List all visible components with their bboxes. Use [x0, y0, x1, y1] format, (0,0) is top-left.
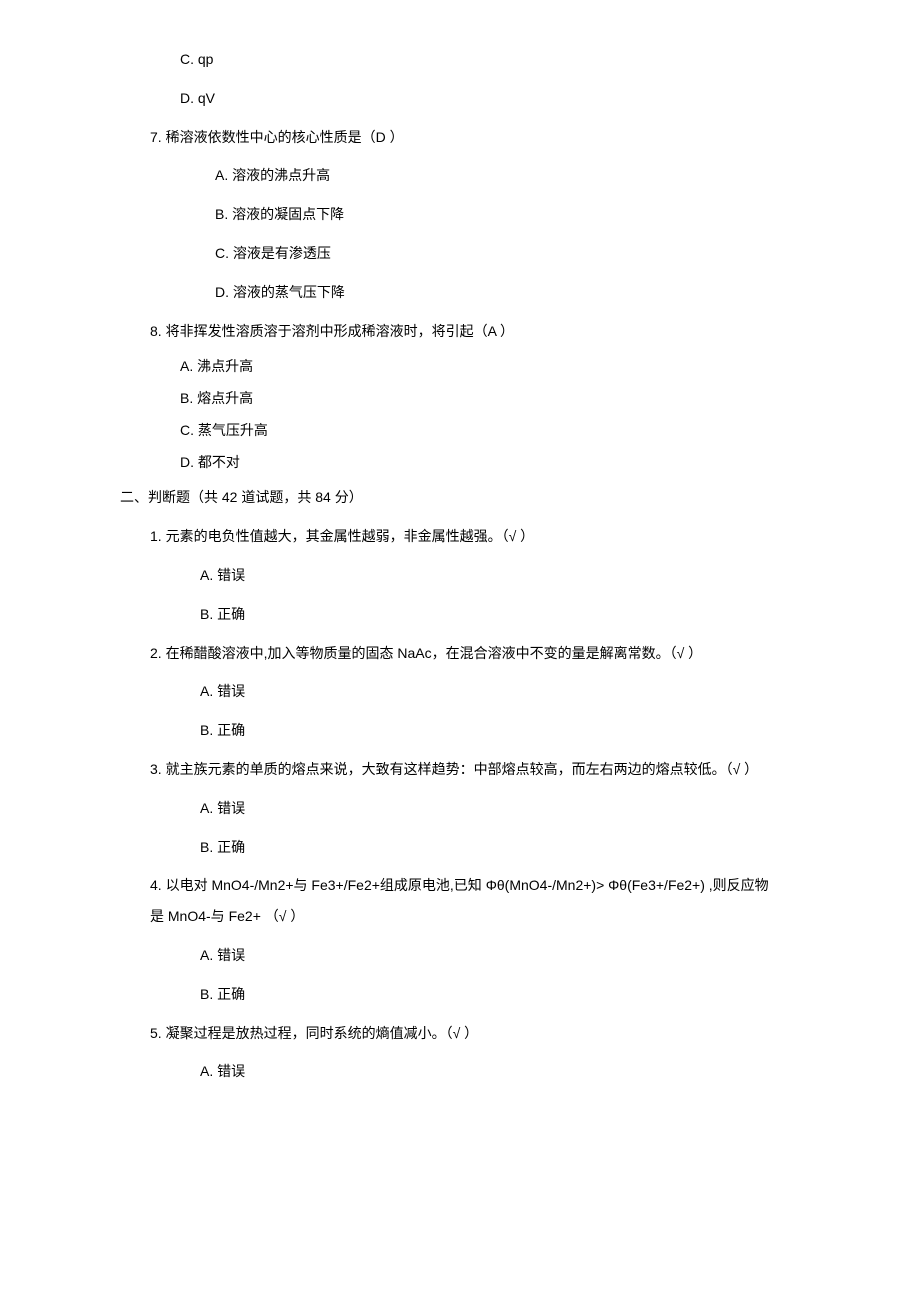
q7-option-c: C. 溶液是有渗透压 — [215, 234, 920, 273]
tf4-option-b: B. 正确 — [200, 975, 920, 1014]
q8-option-d: D. 都不对 — [180, 446, 920, 478]
tf1-stem: 1. 元素的电负性值越大，其金属性越弱，非金属性越强。（√ ） — [150, 517, 780, 556]
tf2-stem: 2. 在稀醋酸溶液中,加入等物质量的固态 NaAc，在混合溶液中不变的量是解离常… — [150, 634, 780, 673]
q8-option-a: A. 沸点升高 — [180, 350, 920, 382]
tf3-option-a: A. 错误 — [200, 789, 920, 828]
q7-stem: 7. 稀溶液依数性中心的核心性质是（D ） — [150, 118, 920, 157]
tf2-option-a: A. 错误 — [200, 672, 920, 711]
tf1-option-a: A. 错误 — [200, 556, 920, 595]
tf5-option-a: A. 错误 — [200, 1052, 920, 1091]
q6-option-d: D. qV — [180, 79, 920, 118]
tf2-option-b: B. 正确 — [200, 711, 920, 750]
document-page: C. qp D. qV 7. 稀溶液依数性中心的核心性质是（D ） A. 溶液的… — [0, 40, 920, 1091]
q7-option-a: A. 溶液的沸点升高 — [215, 156, 920, 195]
tf3-option-b: B. 正确 — [200, 828, 920, 867]
tf4-stem: 4. 以电对 MnO4-/Mn2+与 Fe3+/Fe2+组成原电池,已知 Φθ(… — [150, 866, 780, 936]
tf3-stem: 3. 就主族元素的单质的熔点来说，大致有这样趋势：中部熔点较高，而左右两边的熔点… — [150, 750, 780, 789]
q7-option-b: B. 溶液的凝固点下降 — [215, 195, 920, 234]
q8-stem: 8. 将非挥发性溶质溶于溶剂中形成稀溶液时，将引起（A ） — [150, 312, 920, 351]
tf5-stem: 5. 凝聚过程是放热过程，同时系统的熵值减小。（√ ） — [150, 1014, 780, 1053]
section-2-header: 二、判断题（共 42 道试题，共 84 分） — [120, 478, 920, 517]
q6-option-c: C. qp — [180, 40, 920, 79]
tf1-option-b: B. 正确 — [200, 595, 920, 634]
q8-option-b: B. 熔点升高 — [180, 382, 920, 414]
q7-option-d: D. 溶液的蒸气压下降 — [215, 273, 920, 312]
tf4-option-a: A. 错误 — [200, 936, 920, 975]
q8-option-c: C. 蒸气压升高 — [180, 414, 920, 446]
